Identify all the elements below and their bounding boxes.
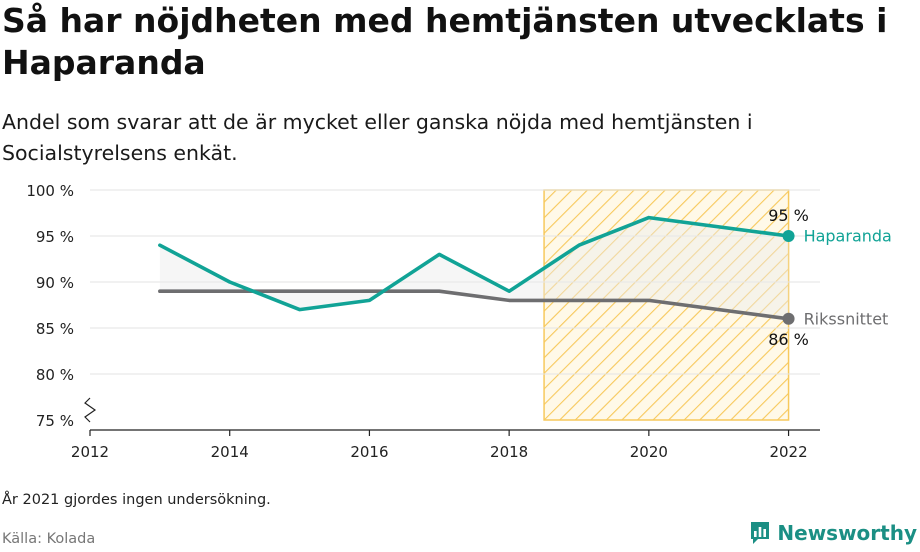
y-tick-label: 95 % <box>36 228 74 246</box>
rikssnittet-series-label: Rikssnittet <box>804 309 889 328</box>
no-survey-band <box>543 189 790 421</box>
difference-area <box>159 217 789 319</box>
x-tick-label: 2020 <box>630 443 668 461</box>
axis-break-icon <box>84 397 97 423</box>
rikssnittet-value-label: 86 % <box>768 330 809 349</box>
y-tick-label: 75 % <box>36 412 74 430</box>
haparanda-end-point <box>782 230 795 242</box>
line-chart: 75 % 80 % 85 % 90 % 95 % 100 % 2012 2014 2016 201… <box>26 182 892 461</box>
y-tick-label: 85 % <box>36 320 74 338</box>
newsworthy-logo-icon <box>751 522 770 544</box>
newsworthy-logo[interactable]: Newsworthy <box>749 520 917 546</box>
x-tick-label: 2014 <box>211 443 249 461</box>
chart-subtitle: Andel som svarar att de är mycket eller … <box>2 110 753 165</box>
haparanda-line <box>158 215 791 312</box>
x-tick-label: 2012 <box>71 443 109 461</box>
y-tick-label: 100 % <box>26 182 74 200</box>
x-tick-label: 2016 <box>350 443 388 461</box>
haparanda-series-label: Haparanda <box>804 227 892 246</box>
x-tick-label: 2022 <box>769 443 807 461</box>
x-tick-label: 2018 <box>490 443 528 461</box>
haparanda-value-label: 95 % <box>768 206 809 225</box>
source-text: Källa: Kolada <box>2 531 96 547</box>
y-tick-label: 90 % <box>36 274 74 292</box>
chart-title: Så har nöjdheten med hemtjänsten utveckl… <box>2 1 888 82</box>
y-tick-label: 80 % <box>36 366 74 384</box>
rikssnittet-end-point <box>782 312 795 325</box>
brand-name: Newsworthy <box>777 521 917 545</box>
footnote: År 2021 gjordes ingen undersökning. <box>2 492 271 508</box>
